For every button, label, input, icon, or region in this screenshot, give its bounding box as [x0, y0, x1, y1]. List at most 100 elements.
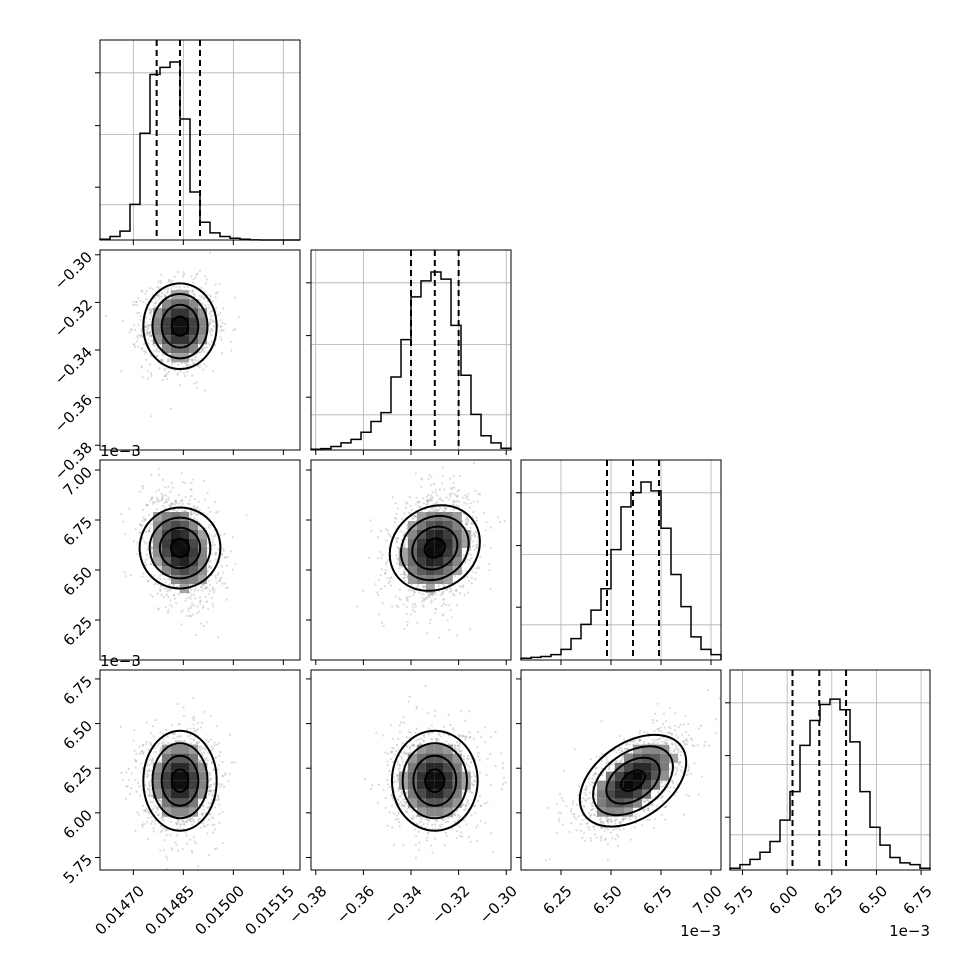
scatter-point — [157, 576, 160, 579]
density-cell — [407, 539, 417, 548]
density-cell — [416, 539, 426, 548]
scatter-point — [172, 594, 175, 597]
density-cell — [425, 566, 435, 575]
scatter-point — [167, 485, 170, 488]
scatter-point — [147, 556, 150, 560]
scatter-point — [191, 281, 195, 284]
scatter-point — [464, 494, 467, 497]
scatter-point — [207, 789, 211, 792]
scatter-point — [418, 506, 422, 509]
scatter-point — [224, 773, 227, 776]
scatter-point — [463, 593, 466, 597]
scatter-point — [181, 499, 184, 502]
scatter-point — [474, 532, 477, 535]
scatter-point — [476, 500, 479, 503]
scatter-point — [398, 588, 401, 591]
density-cell — [407, 530, 417, 539]
density-cell — [180, 512, 189, 521]
scatter-point — [396, 507, 400, 510]
contour-0 — [142, 282, 218, 371]
scatter-point — [168, 278, 171, 281]
scatter-point — [428, 499, 431, 502]
scatter-point — [467, 493, 470, 496]
diag-panel-2 — [516, 459, 722, 661]
scatter-point — [211, 588, 214, 591]
scatter-point — [165, 374, 168, 377]
scatter-point — [430, 507, 433, 510]
scatter-point — [132, 304, 135, 307]
scatter-point — [161, 353, 165, 357]
scatter-point — [203, 297, 206, 300]
density-cell — [171, 530, 180, 539]
scatter-point — [443, 488, 446, 491]
scatter-point — [411, 606, 415, 609]
scatter-point — [403, 543, 406, 546]
scatter-point — [427, 499, 430, 502]
scatter-point — [403, 533, 406, 536]
scatter-point — [159, 273, 163, 276]
scatter-point — [163, 588, 167, 591]
scatter-point — [441, 593, 444, 596]
scatter-point — [433, 509, 437, 512]
scatter-point — [211, 602, 214, 605]
scatter-point — [448, 628, 451, 631]
scatter-point — [190, 816, 193, 819]
scatter-point — [393, 520, 396, 524]
scatter-point — [180, 472, 183, 475]
scatter-point — [146, 324, 149, 327]
scatter-point — [441, 598, 445, 601]
scatter-point — [192, 718, 196, 722]
scatter-point — [413, 589, 416, 592]
scatter-point — [140, 330, 143, 333]
density-cell — [425, 557, 435, 566]
scatter-point — [186, 370, 189, 373]
scatter-point — [132, 739, 135, 742]
scatter-point — [488, 568, 491, 572]
scatter-point — [205, 365, 208, 368]
scatter-point — [192, 820, 195, 823]
density-cell — [416, 530, 426, 539]
density-cell — [171, 557, 180, 566]
scatter-point — [380, 587, 383, 590]
scatter-point — [225, 598, 228, 601]
scatter-point — [435, 501, 438, 504]
scatter-point — [164, 507, 167, 510]
scatter-point — [167, 359, 170, 362]
scatter-point — [460, 586, 463, 589]
scatter-point — [439, 593, 442, 596]
scatter-point — [209, 251, 212, 254]
scatter-point — [169, 280, 172, 283]
scatter-point — [182, 372, 186, 375]
scatter-point — [405, 596, 408, 599]
scatter-point — [190, 588, 193, 591]
scatter-point — [190, 275, 193, 278]
scatter-point — [158, 566, 161, 569]
panel-1-0 — [99, 249, 301, 451]
scatter-point — [416, 621, 419, 624]
scatter-point — [180, 623, 183, 626]
density-cell — [198, 317, 207, 327]
scatter-point — [204, 586, 207, 589]
scatter-point — [167, 589, 170, 592]
density-cell — [171, 521, 180, 530]
panel-content — [356, 462, 506, 639]
scatter-point — [450, 589, 453, 592]
scatter-point — [214, 574, 217, 578]
scatter-point — [167, 370, 170, 374]
density-cell — [425, 548, 435, 557]
density-cell — [407, 557, 417, 566]
scatter-point — [194, 356, 197, 359]
scatter-point — [395, 537, 398, 540]
scatter-point — [175, 843, 178, 846]
scatter-point — [437, 498, 440, 501]
scatter-point — [426, 499, 429, 503]
scatter-point — [139, 334, 142, 337]
scatter-point — [155, 508, 158, 511]
scatter-point — [428, 593, 431, 596]
scatter-point — [219, 330, 222, 333]
density-cell — [162, 344, 171, 354]
scatter-point — [175, 822, 178, 825]
density-cell — [162, 326, 171, 336]
density-cell — [425, 539, 435, 548]
scatter-point — [454, 500, 457, 503]
